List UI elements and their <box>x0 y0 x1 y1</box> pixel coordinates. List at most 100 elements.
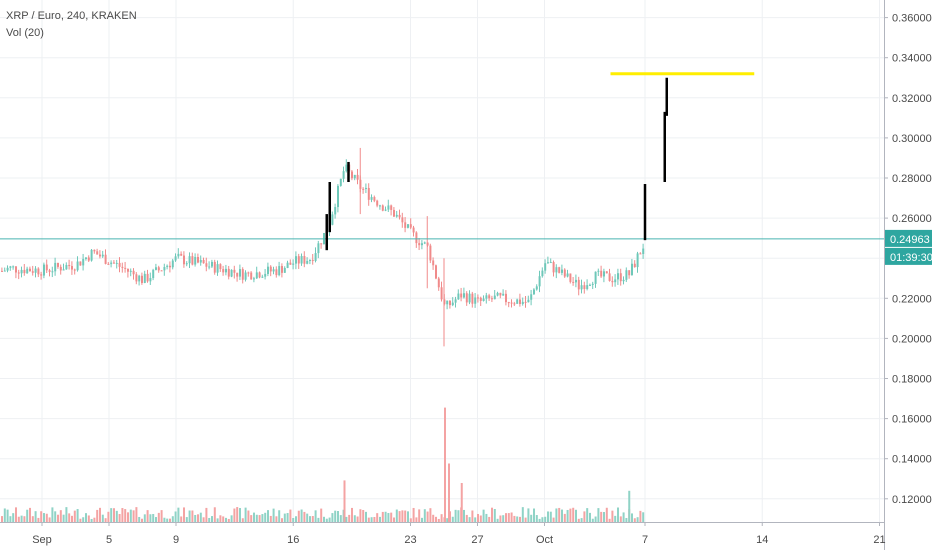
candle-body <box>589 284 591 286</box>
volume-bar <box>418 509 421 522</box>
volume-bar <box>594 516 597 522</box>
candle-body <box>303 256 306 264</box>
candle-body <box>34 268 37 273</box>
candle-body <box>423 242 426 244</box>
candle-body <box>317 243 320 254</box>
candle-body <box>71 266 73 270</box>
volume-bar <box>530 514 533 522</box>
candle-body <box>278 266 281 276</box>
candle-body <box>157 267 160 271</box>
candle-body <box>188 256 191 264</box>
candle-body <box>197 257 199 263</box>
volume-indicator-title[interactable]: Vol (20) <box>6 27 44 39</box>
candle-body <box>558 267 561 273</box>
candle-body <box>552 262 555 273</box>
volume-bar <box>423 509 426 522</box>
volume-bar <box>563 513 566 522</box>
volume-bar <box>479 515 482 522</box>
candle-body <box>538 276 541 287</box>
price-badge: 0.24963 <box>885 229 932 247</box>
candle-body <box>289 262 292 265</box>
volume-bar <box>348 514 351 522</box>
volume-bar <box>23 516 26 522</box>
volume-bar <box>642 512 645 522</box>
candle-body <box>76 261 79 271</box>
candle-body <box>23 269 26 274</box>
candle-body <box>40 274 43 276</box>
candle-body <box>370 197 373 200</box>
volume-bar <box>516 516 519 522</box>
volume-bar <box>48 517 51 522</box>
candle-body <box>3 270 6 272</box>
candle-body <box>141 275 143 283</box>
candle-body <box>561 269 563 273</box>
symbol-title[interactable]: XRP / Euro, 240, KRAKEN <box>6 10 137 22</box>
candle-body <box>191 256 194 265</box>
candle-body <box>353 174 356 179</box>
candle-body <box>516 299 519 304</box>
candle-body <box>628 270 631 276</box>
volume-bar <box>541 517 544 522</box>
volume-bar <box>325 518 328 522</box>
volume-bar <box>619 516 622 522</box>
candle-body <box>541 270 544 277</box>
volume-bar <box>3 508 6 522</box>
price-tick-label: 0.12000 <box>892 494 932 506</box>
volume-bar <box>124 509 127 522</box>
candle-body <box>54 262 57 272</box>
candle-body <box>482 298 485 301</box>
candle-body <box>115 262 118 264</box>
candle-body <box>216 264 219 273</box>
candle-body <box>356 174 359 180</box>
volume-bar <box>412 507 415 522</box>
volume-bar <box>286 513 289 522</box>
candle-body <box>619 273 622 282</box>
candle-body <box>267 266 269 274</box>
candle-body <box>31 271 34 273</box>
volume-bar <box>177 507 180 522</box>
price-tick-label: 0.20000 <box>892 333 932 345</box>
volume-bar <box>334 510 337 522</box>
price-axis-panel[interactable] <box>884 0 932 550</box>
candle-body <box>594 271 597 284</box>
candle-body <box>381 205 384 211</box>
volume-bar <box>499 515 502 522</box>
volume-bar <box>505 513 507 522</box>
volume-bar <box>87 515 90 522</box>
volume-bar <box>244 507 247 522</box>
volume-bar <box>603 512 605 522</box>
candle-body <box>314 253 317 261</box>
candle-body <box>96 251 99 255</box>
candle-body <box>129 270 132 272</box>
volume-bar <box>631 513 633 522</box>
volume-bar <box>174 511 177 522</box>
volume-bar <box>216 518 219 522</box>
time-tick-label: Oct <box>536 534 553 546</box>
candle-body <box>365 187 367 189</box>
candle-body <box>505 293 507 303</box>
volume-bar <box>311 516 314 522</box>
time-tick-label: 27 <box>471 534 483 546</box>
volume-bar <box>9 516 12 522</box>
candle-body <box>135 274 138 282</box>
candle-body <box>45 264 48 271</box>
candle-body <box>435 265 437 279</box>
volume-bar <box>101 514 104 522</box>
candle-body <box>127 268 129 272</box>
volume-spike <box>628 490 631 522</box>
volume-bar <box>180 516 183 522</box>
candle-body <box>485 295 488 299</box>
volume-bar <box>99 507 101 522</box>
candle-body <box>132 270 135 275</box>
volume-bar <box>538 518 541 522</box>
candle-body <box>152 269 155 279</box>
candle-body <box>507 302 510 304</box>
volume-bar <box>398 511 401 522</box>
chart-legend[interactable]: XRP / Euro, 240, KRAKEN Vol (20) <box>6 8 137 42</box>
volume-bar <box>353 515 356 522</box>
candle-body <box>29 268 31 272</box>
candle-body <box>639 253 642 255</box>
candle-body <box>90 249 93 261</box>
candle-body <box>577 279 580 290</box>
